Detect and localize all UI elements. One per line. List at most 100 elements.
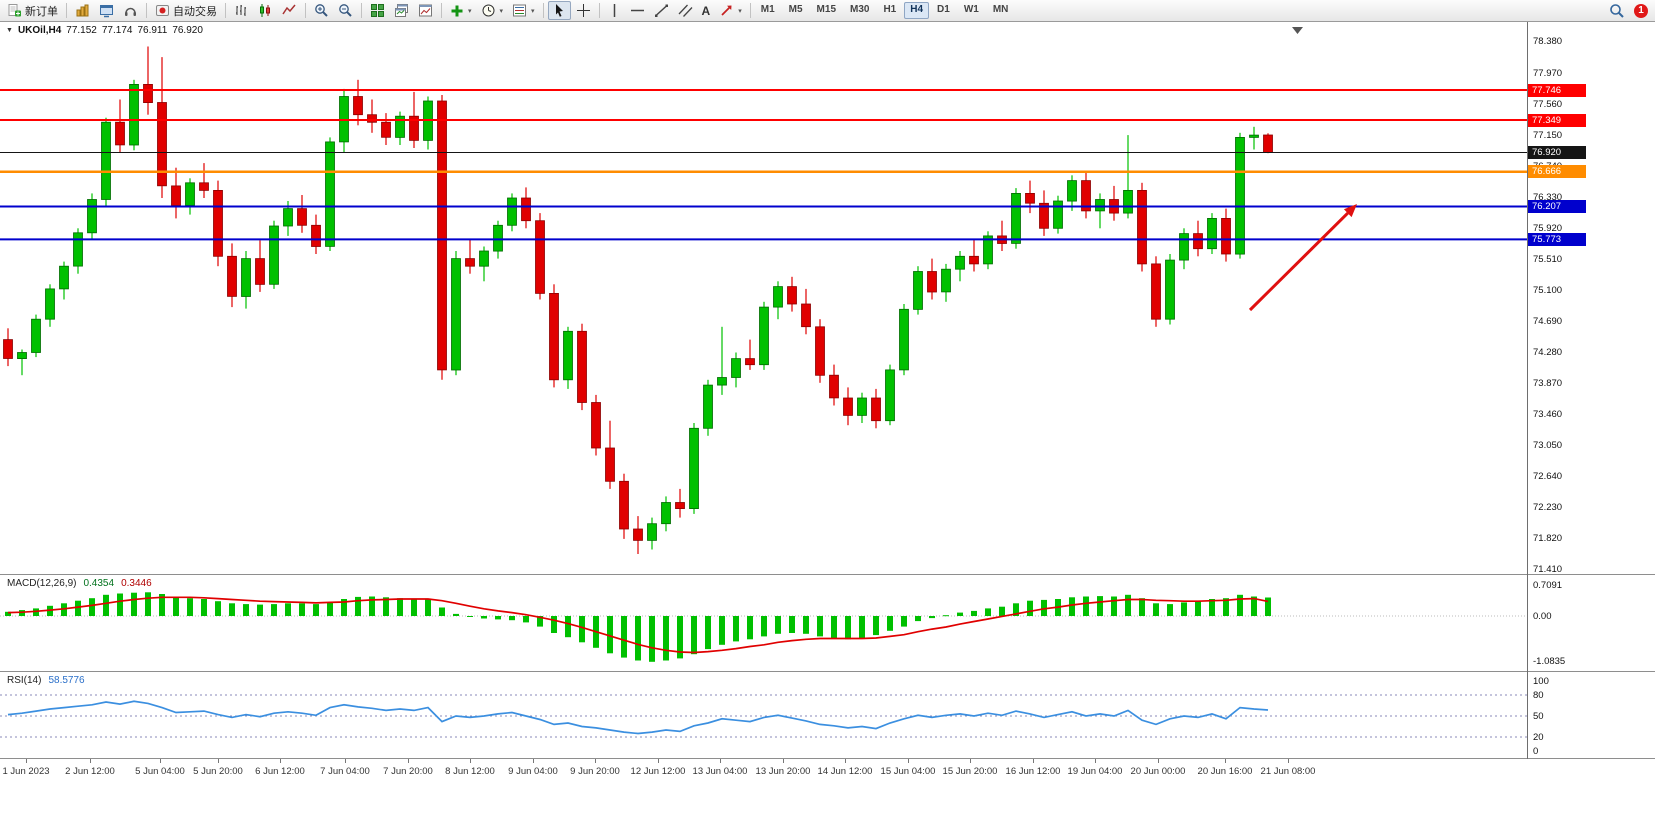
rsi-scale-label: 100 <box>1533 675 1549 687</box>
macd-scale-label: 0.7091 <box>1533 580 1563 592</box>
time-tick <box>658 759 659 763</box>
tile-windows-button[interactable] <box>366 1 389 20</box>
timeframe-button-m15[interactable]: M15 <box>816 4 836 15</box>
time-axis-label: 20 Jun 00:00 <box>1130 766 1186 777</box>
macd-panel[interactable] <box>0 576 1527 670</box>
time-tick <box>1158 759 1159 763</box>
time-tick <box>720 759 721 763</box>
arrange-windows-button[interactable] <box>414 1 437 20</box>
timeframe-button-m5[interactable]: M5 <box>788 4 803 15</box>
chart-window: ▼ UKOil,H4 77.152 77.174 76.911 76.920 M… <box>0 22 1655 827</box>
time-tick <box>218 759 219 763</box>
autotrading-label: 自动交易 <box>173 5 217 18</box>
chart-open-value: 77.152 <box>66 25 97 36</box>
price-scale-label: 77.150 <box>1533 129 1563 141</box>
zoom-in-button[interactable] <box>310 1 333 20</box>
crosshair-button[interactable] <box>572 1 595 20</box>
chevron-down-icon: ▾ <box>531 7 535 15</box>
chart-symbol-period: UKOil,H4 <box>17 25 62 36</box>
time-axis-label: 14 Jun 12:00 <box>817 766 873 777</box>
cascade-windows-icon <box>395 4 408 17</box>
chevron-down-icon: ▾ <box>499 7 504 15</box>
cursor-button[interactable] <box>547 1 571 20</box>
horizontal-line-button[interactable] <box>626 1 649 20</box>
time-axis-label: 5 Jun 04:00 <box>135 766 185 777</box>
panel-separator[interactable] <box>0 574 1655 575</box>
search-button[interactable] <box>1605 1 1629 20</box>
toolbar-separator <box>66 3 67 18</box>
one-click-trading-arrow[interactable]: ▼ <box>6 27 13 34</box>
price-level-box: 77.746 <box>1528 83 1586 97</box>
zoom-out-icon <box>339 4 352 17</box>
trendline-button[interactable] <box>650 1 673 20</box>
time-axis-separator <box>0 758 1655 759</box>
price-level-box: 76.920 <box>1528 146 1586 159</box>
toolbar-separator <box>749 3 751 18</box>
timeframe-button-m30[interactable]: M30 <box>850 4 870 15</box>
periods-button[interactable]: ▾ <box>477 1 508 20</box>
macd-scale-label: 0.00 <box>1533 610 1552 622</box>
timeframe-button-m1[interactable]: M1 <box>760 4 775 15</box>
rsi-name: RSI(14) <box>7 675 42 686</box>
timeframe-button-h1[interactable]: H1 <box>883 4 897 15</box>
market-watch-button[interactable] <box>95 1 118 20</box>
chart-list-button[interactable] <box>71 1 94 20</box>
rsi-panel[interactable] <box>0 673 1527 757</box>
chart-close-value: 76.920 <box>172 25 203 36</box>
time-tick <box>90 759 91 763</box>
toolbar-separator <box>598 3 600 18</box>
candlestick-chart-icon <box>260 4 270 17</box>
macd-signal-value: 0.3446 <box>121 578 152 589</box>
notification-badge[interactable]: 1 <box>1634 3 1648 18</box>
equidistant-channel-button[interactable] <box>674 1 697 20</box>
time-tick <box>408 759 409 763</box>
timeframe-button-h4[interactable]: H4 <box>904 2 930 19</box>
time-axis-label: 5 Jun 20:00 <box>193 766 243 777</box>
indicators-button[interactable]: ▾ <box>446 1 476 20</box>
timeframe-button-w1[interactable]: W1 <box>963 4 979 15</box>
timeframe-button-d1[interactable]: D1 <box>937 4 950 15</box>
cascade-windows-button[interactable] <box>390 1 413 20</box>
time-axis-label: 19 Jun 04:00 <box>1067 766 1123 777</box>
candlestick-chart-button[interactable] <box>254 1 277 20</box>
price-scale-label: 77.970 <box>1533 67 1563 79</box>
bar-chart-button[interactable] <box>230 1 253 20</box>
time-tick <box>783 759 784 763</box>
time-axis[interactable]: 1 Jun 2023 2 Jun 12:00 5 Jun 04:00 5 Jun 20… <box>0 759 1527 785</box>
autotrading-button[interactable]: 自动交易 <box>151 1 221 20</box>
time-tick <box>26 759 27 763</box>
template-icon <box>513 4 527 17</box>
chart-low-value: 76.911 <box>137 25 168 36</box>
toolbar: 新订单 <box>0 0 1655 22</box>
price-scale-label: 74.280 <box>1533 347 1563 358</box>
time-tick <box>845 759 846 763</box>
gold-chart-icon <box>76 4 89 17</box>
macd-label: MACD(12,26,9) 0.4354 0.3446 <box>7 578 152 589</box>
price-level-box: 76.207 <box>1528 200 1586 213</box>
vertical-line-button[interactable] <box>604 1 625 20</box>
main-price-chart[interactable] <box>0 23 1527 573</box>
time-axis-label: 9 Jun 04:00 <box>508 766 558 777</box>
new-order-button[interactable]: 新订单 <box>3 1 62 20</box>
headset-button[interactable] <box>119 1 142 20</box>
horizontal-line-icon <box>630 9 644 12</box>
macd-scale-label: -1.0835 <box>1533 656 1566 668</box>
time-tick <box>595 759 596 763</box>
crosshair-icon <box>576 4 590 17</box>
toolbar-separator <box>441 3 442 18</box>
zoom-out-button[interactable] <box>334 1 357 20</box>
arrow-objects-button[interactable]: ▾ <box>715 1 746 20</box>
time-axis-label: 1 Jun 2023 <box>2 766 50 777</box>
time-axis-label: 2 Jun 12:00 <box>65 766 115 777</box>
templates-button[interactable]: ▾ <box>508 1 539 20</box>
text-label-button[interactable]: A <box>698 1 715 20</box>
time-tick <box>1288 759 1289 763</box>
time-tick <box>1033 759 1034 763</box>
timeframe-button-mn[interactable]: MN <box>992 4 1009 15</box>
panel-separator[interactable] <box>0 671 1655 672</box>
time-axis-label: 7 Jun 04:00 <box>320 766 370 777</box>
line-chart-button[interactable] <box>278 1 301 20</box>
timeframe-group: M1 M5 M15 M30 H1 H4 D1 W1 MN <box>755 2 1015 19</box>
bar-chart-icon <box>236 5 246 16</box>
chart-high-value: 77.174 <box>101 25 133 36</box>
